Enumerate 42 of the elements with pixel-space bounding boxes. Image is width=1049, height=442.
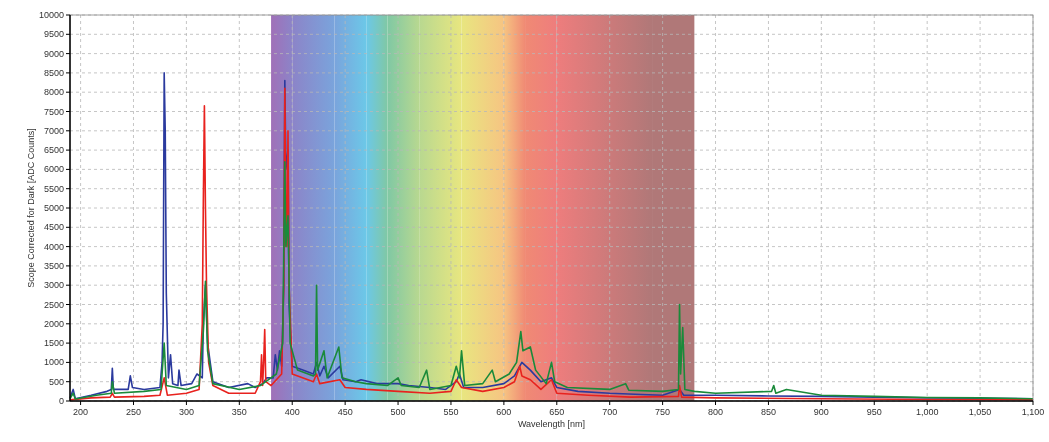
x-tick-label: 950 <box>866 407 882 417</box>
x-tick-label: 800 <box>708 407 724 417</box>
x-tick-label: 250 <box>125 407 142 417</box>
x-tick-label: 500 <box>390 407 406 417</box>
y-tick-label: 7500 <box>43 106 64 117</box>
y-tick-label: 3500 <box>43 260 64 271</box>
y-tick-label: 8000 <box>43 87 64 98</box>
x-tick-label: 350 <box>231 407 247 417</box>
x-tick-label: 200 <box>73 407 89 417</box>
x-tick-label: 450 <box>337 407 353 417</box>
x-axis-title: Wavelength [nm] <box>517 419 586 429</box>
x-tick-label: 300 <box>178 407 194 417</box>
y-tick-label: 2500 <box>43 299 64 310</box>
x-tick-label: 750 <box>655 407 671 417</box>
x-tick-label: 1,000 <box>915 407 939 417</box>
y-tick-label: 8500 <box>43 67 64 78</box>
x-tick-label: 600 <box>496 407 512 417</box>
y-tick-label: 5500 <box>43 183 64 194</box>
x-tick-label: 850 <box>760 407 776 417</box>
x-tick-label: 900 <box>813 407 829 417</box>
x-tick-label: 400 <box>284 407 300 417</box>
y-tick-label: 500 <box>48 376 64 387</box>
y-tick-label: 4500 <box>43 222 64 233</box>
y-tick-label: 9000 <box>43 48 64 59</box>
x-tick-label: 550 <box>443 407 459 417</box>
x-tick-label: 1,050 <box>968 407 992 417</box>
y-tick-label: 1000 <box>43 357 64 368</box>
y-axis-title: Scope Corrected for Dark [ADC Counts] <box>26 128 36 288</box>
y-tick-label: 6500 <box>43 145 64 156</box>
y-tick-label: 2000 <box>43 318 64 329</box>
y-tick-label: 6000 <box>43 164 64 175</box>
x-tick-label: 1,100 <box>1021 407 1045 417</box>
y-tick-label: 0 <box>58 396 64 406</box>
y-tick-label: 4000 <box>43 241 64 252</box>
y-tick-label: 10000 <box>38 10 64 20</box>
y-tick-label: 5000 <box>43 203 64 213</box>
x-tick-label: 650 <box>549 407 565 417</box>
y-tick-label: 1500 <box>43 338 64 349</box>
y-tick-label: 9500 <box>43 29 64 40</box>
y-tick-label: 3000 <box>43 280 64 291</box>
y-tick-label: 7000 <box>43 125 64 136</box>
x-tick-label: 700 <box>602 407 618 417</box>
